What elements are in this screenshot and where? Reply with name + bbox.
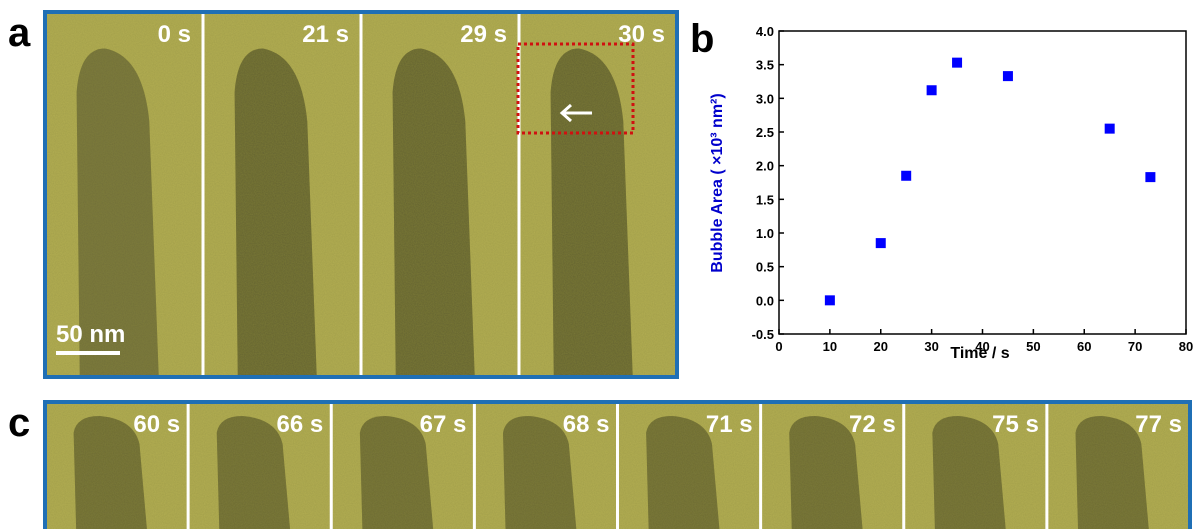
y-tick-label: 1.5 bbox=[756, 192, 774, 207]
panel-label: b bbox=[690, 17, 714, 61]
page: a b c 0 s21 s29 s30 s50 nm 60 s66 s67 s6… bbox=[0, 0, 1203, 529]
point bbox=[901, 171, 911, 181]
frame-time: 60 s bbox=[133, 411, 180, 438]
frame-time: 75 s bbox=[992, 411, 1039, 438]
y-tick-label: -0.5 bbox=[752, 327, 774, 342]
y-tick-label: 4.0 bbox=[756, 24, 774, 39]
frame-time: 77 s bbox=[1135, 411, 1182, 438]
panel-label: c bbox=[8, 401, 30, 445]
x-tick-label: 50 bbox=[1026, 339, 1040, 354]
frame-time: 68 s bbox=[563, 411, 610, 438]
x-tick-label: 70 bbox=[1128, 339, 1142, 354]
panel-b: Time / s Bubble Area ( ×10³ nm²) -0.50.0… bbox=[709, 24, 1193, 362]
y-tick-label: 3.5 bbox=[756, 58, 774, 73]
x-tick-label: 60 bbox=[1077, 339, 1091, 354]
frame-time: 71 s bbox=[706, 411, 753, 438]
plot-frame bbox=[779, 31, 1186, 334]
point bbox=[1105, 124, 1115, 134]
x-tick-label: 20 bbox=[874, 339, 888, 354]
figure: a b c 0 s21 s29 s30 s50 nm 60 s66 s67 s6… bbox=[0, 0, 1203, 529]
x-tick-label: 30 bbox=[924, 339, 938, 354]
point bbox=[952, 58, 962, 68]
scale-label: 50 nm bbox=[56, 321, 125, 348]
point bbox=[825, 295, 835, 305]
frame-time: 30 s bbox=[618, 21, 665, 48]
y-tick-label: 3.0 bbox=[756, 91, 774, 106]
y-tick-label: 0.0 bbox=[756, 293, 774, 308]
x-tick-label: 0 bbox=[775, 339, 782, 354]
frame-time: 72 s bbox=[849, 411, 896, 438]
frame-time: 66 s bbox=[277, 411, 324, 438]
frame-time: 0 s bbox=[158, 21, 191, 48]
y-tick-label: 1.0 bbox=[756, 226, 774, 241]
panel-label: a bbox=[8, 11, 31, 55]
point bbox=[927, 85, 937, 95]
y-axis-label: Bubble Area ( ×10³ nm²) bbox=[709, 93, 726, 272]
y-tick-label: 2.5 bbox=[756, 125, 774, 140]
y-tick-label: 0.5 bbox=[756, 260, 774, 275]
frame-time: 29 s bbox=[460, 21, 507, 48]
x-tick-label: 10 bbox=[823, 339, 837, 354]
y-tick-label: 2.0 bbox=[756, 159, 774, 174]
point bbox=[1003, 71, 1013, 81]
panel-a: 0 s 21 s 29 s 30 s 50 nm bbox=[45, 12, 677, 377]
x-tick-label: 40 bbox=[975, 339, 989, 354]
frame-time: 21 s bbox=[302, 21, 349, 48]
point bbox=[876, 238, 886, 248]
point bbox=[1145, 172, 1155, 182]
x-tick-label: 80 bbox=[1179, 339, 1193, 354]
frame-time: 67 s bbox=[420, 411, 467, 438]
panel-c: 60 s 66 s 67 s 68 s 71 s 72 s 75 s 77 s bbox=[45, 402, 1190, 529]
